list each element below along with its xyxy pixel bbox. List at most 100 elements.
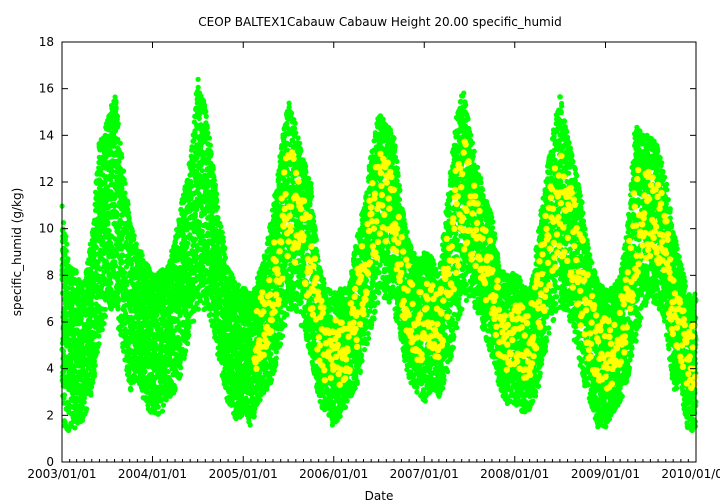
point-green (154, 312, 160, 318)
point-green (185, 340, 191, 347)
point-green (183, 348, 189, 354)
point-green (102, 306, 108, 312)
point-green (114, 113, 121, 119)
point-green (205, 130, 211, 136)
point-green (119, 186, 125, 192)
point-green (108, 280, 114, 286)
point-green (214, 191, 220, 197)
point-green (72, 425, 78, 431)
point-green (62, 252, 68, 258)
point-green (106, 228, 112, 234)
point-green (65, 285, 71, 291)
point-green (73, 270, 79, 276)
point-green (218, 224, 224, 230)
point-green (212, 182, 218, 188)
point-green (61, 392, 68, 398)
point-green (195, 76, 201, 82)
point-green (160, 402, 167, 408)
point-green (199, 168, 205, 174)
point-green (129, 261, 135, 267)
point-green (177, 372, 184, 378)
point-green (119, 154, 125, 160)
point-green (115, 303, 121, 309)
point-green (199, 228, 205, 234)
point-green (64, 241, 70, 247)
point-green (115, 121, 121, 127)
point-green (207, 142, 213, 148)
point-green (192, 236, 199, 242)
point-green (177, 341, 183, 347)
point-green (215, 204, 221, 210)
point-green (122, 270, 128, 276)
point-green (96, 341, 102, 347)
point-green (211, 177, 217, 183)
point-green (203, 108, 209, 115)
point-green (188, 178, 194, 185)
point-green (90, 380, 96, 386)
point-green (215, 215, 221, 221)
point-green (257, 397, 263, 403)
point-green (208, 151, 214, 157)
point-green (206, 135, 212, 141)
point-green (183, 307, 189, 313)
point-green (94, 349, 100, 355)
point-green (124, 282, 130, 288)
point-green (122, 180, 128, 186)
point-green (178, 365, 184, 371)
point-green (159, 408, 166, 414)
point-green (63, 233, 69, 240)
point-green (96, 333, 102, 339)
point-green (126, 216, 132, 222)
point-green (117, 140, 123, 146)
plot-points (59, 76, 699, 434)
point-green (68, 361, 74, 367)
point-green (101, 321, 107, 327)
point-green (185, 240, 191, 246)
point-green (63, 248, 69, 254)
point-green (121, 168, 127, 174)
point-green (122, 190, 128, 196)
point-green (235, 282, 241, 288)
point-green (155, 404, 161, 410)
point-green (190, 296, 196, 302)
point-green (251, 413, 257, 419)
point-green (214, 197, 220, 203)
point-green (92, 362, 98, 368)
point-green (217, 253, 223, 259)
point-green (111, 203, 117, 209)
point-green (91, 370, 97, 376)
point-green (109, 168, 115, 174)
point-green (222, 255, 228, 261)
point-green (203, 113, 209, 119)
point-green (125, 201, 131, 207)
point-green (99, 327, 105, 333)
point-green (65, 427, 72, 434)
point-green (142, 368, 148, 375)
chart-title: CEOP BALTEX1Cabauw Cabauw Height 20.00 s… (198, 15, 561, 29)
point-green (131, 233, 137, 239)
point-green (105, 219, 111, 226)
point-green (65, 256, 71, 262)
point-green (186, 332, 192, 338)
point-green (139, 252, 145, 258)
point-green (204, 125, 210, 131)
point-green (102, 313, 108, 319)
point-green (210, 166, 216, 172)
point-green (195, 84, 201, 90)
point-green (191, 318, 197, 324)
point-green (128, 386, 134, 392)
point-green (172, 385, 178, 391)
point-green (133, 241, 139, 247)
point-green (220, 238, 226, 245)
point-green (78, 316, 84, 322)
point-green (84, 406, 90, 412)
point-green (107, 275, 113, 281)
point-green (113, 104, 119, 111)
point-green (113, 98, 119, 104)
point-green (88, 392, 94, 398)
point-green (219, 229, 225, 236)
point-green (247, 422, 253, 428)
point-green (222, 245, 228, 251)
point-green (195, 306, 201, 312)
